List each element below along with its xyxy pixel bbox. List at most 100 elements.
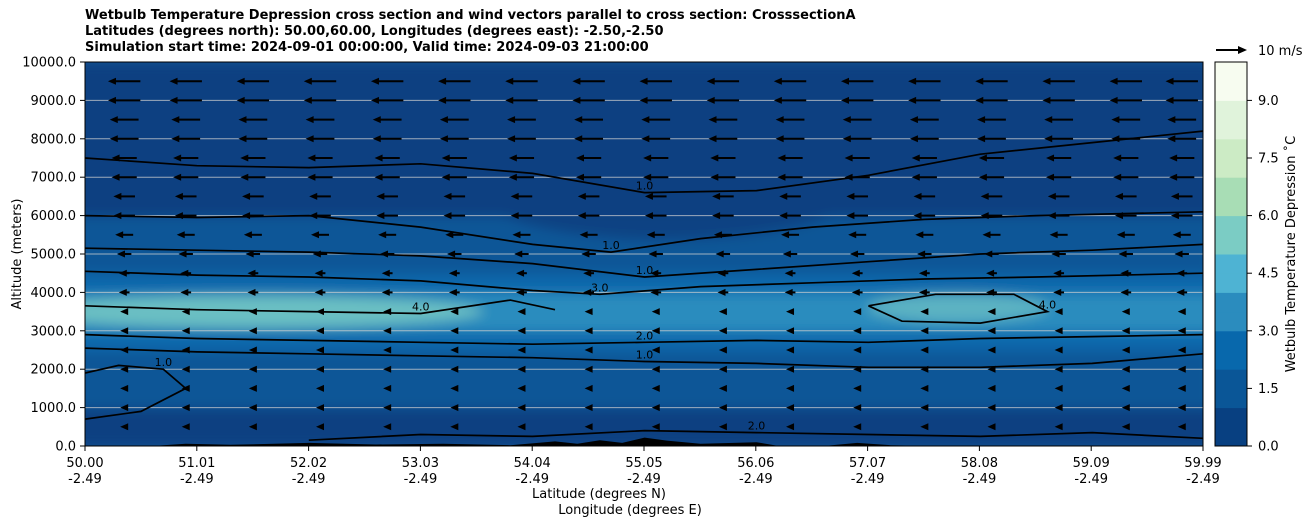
wind-vector — [781, 231, 800, 239]
wind-vector-head — [978, 154, 987, 162]
wind-vector-head — [775, 135, 784, 143]
wind-vector-head — [651, 404, 660, 412]
x-tick-label-lon: -2.49 — [627, 472, 661, 487]
wind-vector — [1044, 116, 1074, 124]
wind-vector — [784, 269, 796, 277]
wind-vector — [581, 250, 596, 258]
wind-vector-head — [853, 384, 862, 392]
wind-vector — [307, 173, 333, 181]
x-tick-label-lat: 51.01 — [178, 456, 215, 471]
wind-vector-head — [316, 365, 325, 373]
wind-vector-head — [853, 346, 862, 354]
wind-vector — [975, 96, 1008, 104]
wind-vector-head — [913, 212, 922, 220]
y-tick-label: 3000.0 — [31, 324, 77, 339]
wind-vector-head — [911, 173, 920, 181]
wind-vector-head — [1046, 154, 1055, 162]
wind-vector-head — [173, 154, 182, 162]
wind-vector-head — [706, 96, 715, 104]
wind-vector — [1114, 212, 1137, 220]
wind-vector — [648, 250, 663, 258]
wind-vector-head — [236, 77, 245, 85]
wind-vector — [572, 77, 605, 85]
wind-vector — [777, 154, 803, 162]
wind-vector-head — [848, 231, 857, 239]
wind-vector — [236, 96, 270, 104]
wind-vector — [311, 231, 330, 239]
colorbar-segment — [1215, 62, 1247, 82]
wind-vector-head — [1049, 231, 1058, 239]
wind-vector — [846, 212, 868, 220]
wind-vector — [514, 250, 529, 258]
wind-vector-head — [517, 327, 526, 335]
wind-vector-head — [450, 308, 459, 316]
wind-vector — [111, 173, 137, 181]
wind-vector — [376, 192, 398, 200]
wind-vector — [1177, 384, 1186, 392]
wind-vector — [775, 116, 805, 124]
wind-vector — [915, 231, 934, 239]
wind-vector-head — [987, 327, 996, 335]
depression-band — [85, 388, 1203, 409]
wind-vector-head — [1177, 384, 1186, 392]
wind-vector-head — [918, 288, 927, 296]
wind-vector — [717, 288, 729, 296]
wind-vector-head — [986, 269, 995, 277]
wind-vector-head — [781, 231, 790, 239]
colorbar-segment — [1215, 292, 1247, 313]
quiver-key-label: 10 m/s — [1258, 44, 1303, 59]
wind-vector-head — [918, 269, 927, 277]
wind-vector — [909, 135, 939, 143]
y-tick-label: 7000.0 — [31, 171, 77, 186]
wind-vector-head — [584, 384, 593, 392]
wind-vector — [1046, 154, 1072, 162]
wind-vector — [111, 154, 137, 162]
wind-vector — [307, 154, 333, 162]
wind-vector — [786, 346, 795, 354]
wind-vector-head — [842, 135, 851, 143]
wind-vector-head — [982, 231, 991, 239]
wind-vector — [370, 77, 404, 85]
wind-vector-head — [115, 231, 124, 239]
wind-vector-head — [517, 365, 526, 373]
wind-vector — [247, 269, 259, 277]
wind-vector — [1046, 173, 1072, 181]
wind-vector-head — [980, 212, 989, 220]
wind-vector — [773, 77, 807, 85]
wind-vector — [383, 346, 392, 354]
wind-vector-head — [383, 384, 392, 392]
wind-vector-head — [107, 77, 116, 85]
wind-vector-head — [120, 327, 129, 335]
wind-vector-head — [1051, 250, 1060, 258]
wind-vector-head — [1116, 231, 1125, 239]
wind-vector — [1174, 250, 1189, 258]
wind-vector — [305, 116, 335, 124]
wind-vector-head — [305, 135, 314, 143]
wind-vector-head — [651, 346, 660, 354]
wind-vector — [1177, 308, 1186, 316]
contour-line — [868, 293, 1051, 324]
wind-vector-head — [840, 96, 849, 104]
wind-vector-head — [648, 250, 657, 258]
wind-vector — [853, 365, 862, 373]
wind-vector — [708, 116, 738, 124]
wind-vector — [109, 116, 139, 124]
wind-vector-head — [248, 327, 257, 335]
wind-vector — [248, 384, 257, 392]
x-tick-label-lat: 55.05 — [625, 456, 662, 471]
wind-vector — [987, 404, 996, 412]
wind-vector — [908, 96, 941, 104]
colorbar-segment — [1215, 254, 1247, 274]
wind-vector — [844, 173, 870, 181]
x-tick-label-lon: -2.49 — [1074, 472, 1108, 487]
wind-vector-head — [508, 173, 517, 181]
wind-vector-head — [374, 154, 383, 162]
wind-vector — [247, 288, 259, 296]
wind-vector — [314, 288, 326, 296]
wind-vector — [109, 135, 139, 143]
colorbar-segment — [1215, 119, 1247, 140]
wind-vector — [517, 308, 526, 316]
wind-vector-head — [113, 192, 122, 200]
wind-vector — [1121, 308, 1130, 316]
wind-vector-head — [111, 154, 120, 162]
